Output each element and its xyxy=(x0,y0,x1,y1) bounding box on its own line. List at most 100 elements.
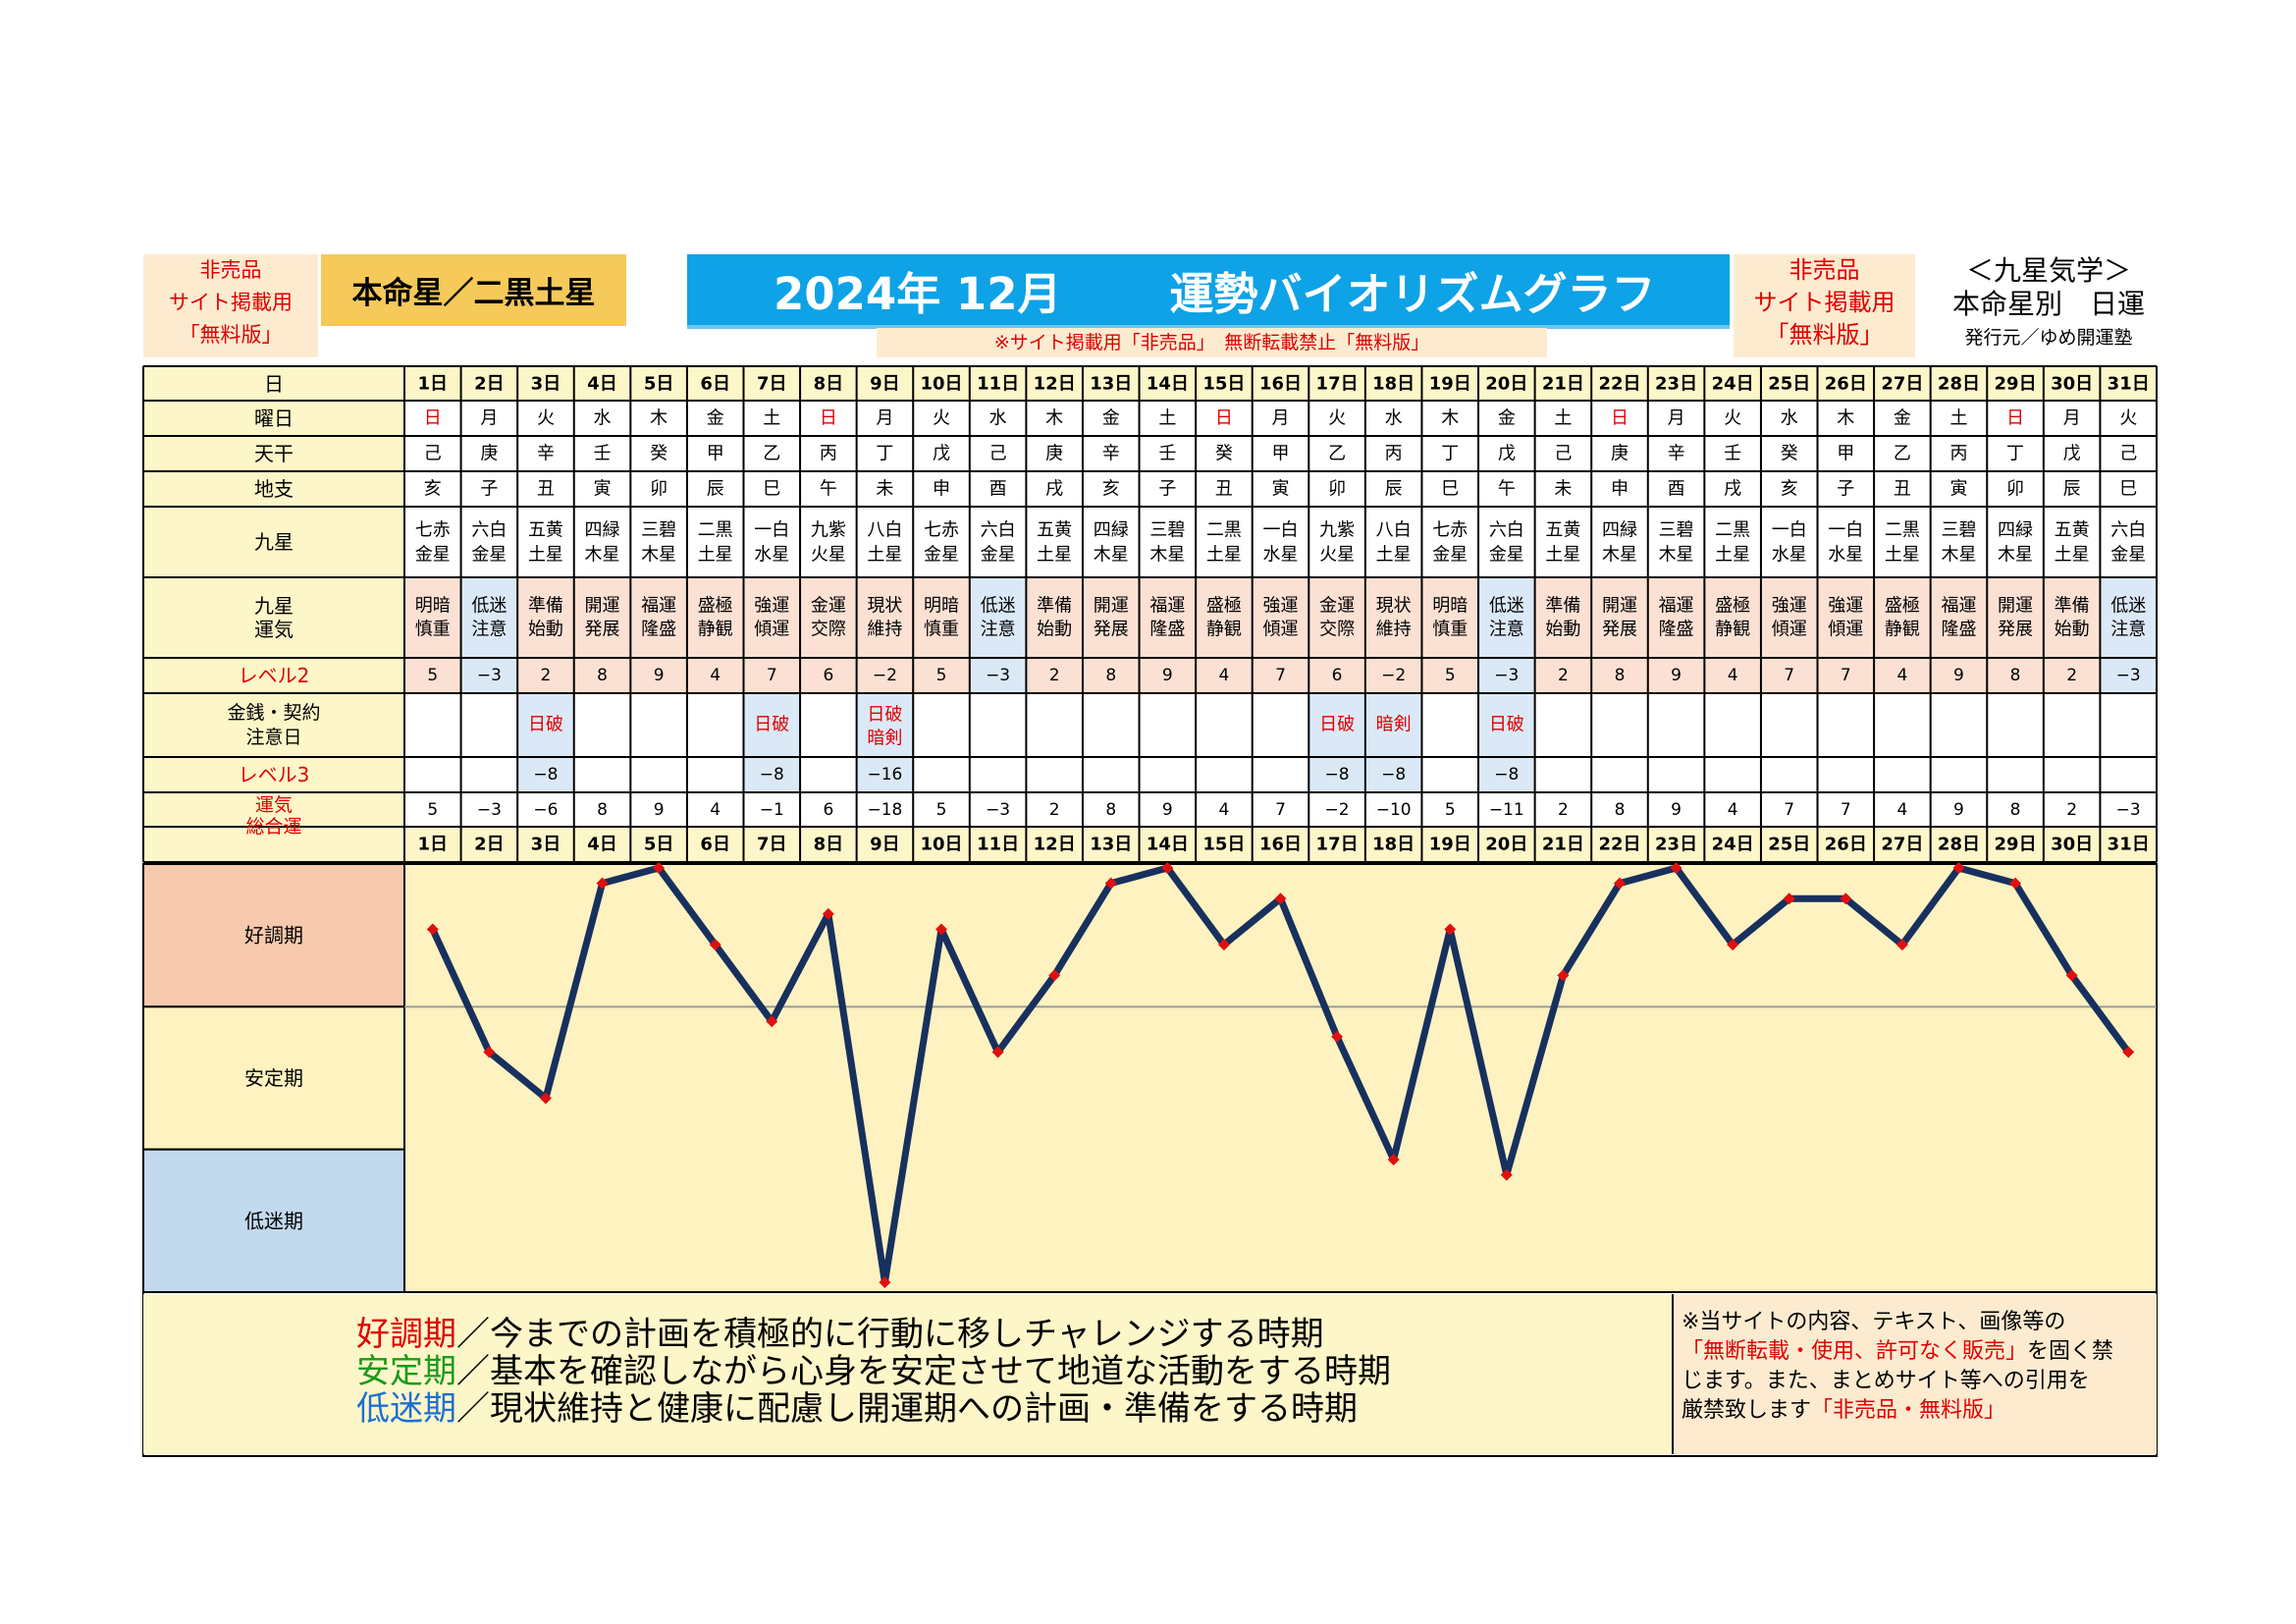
unki-cell-bg xyxy=(1704,577,1761,693)
data-point-8 xyxy=(822,907,834,920)
day-header: 2日 xyxy=(474,374,505,395)
data-point-7 xyxy=(766,1015,778,1028)
unki-cell: 明暗 xyxy=(1432,596,1468,617)
unki-cell: 明暗 xyxy=(415,596,451,617)
unki-cell-bg xyxy=(1987,577,2044,693)
level3-cell-bg xyxy=(856,757,914,792)
level3-cell-bg xyxy=(743,757,801,792)
sogo-cell: 8 xyxy=(1615,800,1626,820)
legend-low-text: ／現状維持と健康に配慮し開運期への計画・準備をする時期 xyxy=(456,1389,1358,1429)
kyusei-cell: 水星 xyxy=(754,545,789,566)
sogo-cell: 9 xyxy=(654,800,665,820)
day-header: 27日 xyxy=(1881,374,1923,395)
tenkan-cell: 己 xyxy=(1554,444,1572,464)
level2-cell: 7 xyxy=(767,666,777,685)
tenkan-cell: 乙 xyxy=(1894,444,1911,464)
day-header: 22日 xyxy=(1598,374,1640,395)
unki-cell: 静観 xyxy=(1715,620,1750,640)
tenkan-cell: 戊 xyxy=(2063,444,2081,464)
kyusei-cell: 土星 xyxy=(1037,545,1072,566)
unki-cell: 盛極 xyxy=(1715,596,1750,617)
day-footer: 14日 xyxy=(1147,835,1189,855)
data-point-14 xyxy=(1161,862,1174,874)
data-point-13 xyxy=(1104,877,1117,890)
level2-cell: −3 xyxy=(2116,666,2141,685)
kyusei-cell: 二黒 xyxy=(1885,520,1920,541)
row-label-chishi: 地支 xyxy=(254,477,294,501)
day-footer: 22日 xyxy=(1598,835,1640,855)
level2-cell: 5 xyxy=(1445,666,1456,685)
weekday-cell: 土 xyxy=(763,408,780,429)
day-footer: 27日 xyxy=(1881,835,1923,855)
weekday-cell: 火 xyxy=(1724,408,1741,429)
day-header: 11日 xyxy=(977,374,1019,395)
notice-line: ※当サイトの内容、テキスト、画像等の xyxy=(1682,1310,2066,1334)
header-caption: ＜九星気学＞ 本命星別 日運 発行元／ゆめ開運塾 xyxy=(1916,254,2181,354)
kyusei-cell: 三碧 xyxy=(641,520,676,541)
weekday-cell: 日 xyxy=(820,408,837,429)
chishi-cell: 卯 xyxy=(1328,479,1346,500)
sogo-cell: 4 xyxy=(1728,800,1738,820)
sogo-cell: −1 xyxy=(760,800,784,820)
level2-cell: −3 xyxy=(1494,666,1519,685)
data-point-6 xyxy=(709,939,721,951)
unki-cell: 注意 xyxy=(981,620,1016,640)
row-label-cell xyxy=(143,693,404,757)
day-header: 8日 xyxy=(814,374,844,395)
kinsen-cell: 暗剣 xyxy=(867,729,902,749)
day-header: 25日 xyxy=(1768,374,1810,395)
weekday-cell: 土 xyxy=(1949,408,1967,429)
kyusei-cell: 六白 xyxy=(981,520,1016,541)
data-point-25 xyxy=(1783,893,1795,905)
sogo-cell: 7 xyxy=(1275,800,1286,820)
level2-cell: 2 xyxy=(1558,666,1569,685)
row-label-cell xyxy=(143,436,404,471)
kyusei-cell: 木星 xyxy=(1094,545,1129,566)
sogo-cell: 9 xyxy=(1671,800,1682,820)
sogo-cell: 4 xyxy=(1896,800,1907,820)
day-footer: 20日 xyxy=(1485,835,1527,855)
kyusei-cell: 五黄 xyxy=(528,520,563,541)
day-header: 20日 xyxy=(1485,374,1527,395)
data-point-26 xyxy=(1840,893,1852,905)
weekday-cell: 日 xyxy=(424,408,442,429)
unki-cell: 注意 xyxy=(471,620,507,640)
tenkan-cell: 壬 xyxy=(594,444,612,464)
weekday-cell: 日 xyxy=(1215,408,1233,429)
day-footer: 29日 xyxy=(1995,835,2037,855)
data-point-11 xyxy=(991,1046,1004,1058)
weekday-cell: 月 xyxy=(876,408,893,429)
unki-cell: 注意 xyxy=(2110,620,2146,640)
unki-cell: 静観 xyxy=(1206,620,1242,640)
unki-cell: 開運 xyxy=(1602,596,1637,617)
unki-cell: 隆盛 xyxy=(641,620,676,640)
day-footer: 4日 xyxy=(587,835,617,855)
unki-cell: 注意 xyxy=(1489,620,1524,640)
day-header: 21日 xyxy=(1542,374,1584,395)
chishi-cell: 亥 xyxy=(1102,479,1120,500)
day-header: 23日 xyxy=(1655,374,1697,395)
level3-cell: −8 xyxy=(760,765,784,785)
legend-good-text: ／今までの計画を積極的に行動に移しチャレンジする時期 xyxy=(456,1315,1324,1354)
tenkan-cell: 丁 xyxy=(2006,444,2024,464)
tenkan-cell: 癸 xyxy=(1215,444,1233,464)
day-header: 16日 xyxy=(1259,374,1302,395)
day-footer: 6日 xyxy=(700,835,730,855)
unki-cell-bg xyxy=(1930,577,1988,693)
row-label-unki: 運気 xyxy=(254,618,294,641)
weekday-cell: 木 xyxy=(1045,408,1063,429)
kyusei-cell: 五黄 xyxy=(1037,520,1072,541)
unki-cell-bg xyxy=(1252,577,1309,693)
day-footer: 1日 xyxy=(418,835,449,855)
kinsen-cell: 暗剣 xyxy=(1376,715,1412,735)
day-footer: 24日 xyxy=(1712,835,1754,855)
level2-cell: 7 xyxy=(1841,666,1851,685)
unki-cell-bg xyxy=(460,577,518,693)
day-header: 29日 xyxy=(1995,374,2037,395)
day-footer: 9日 xyxy=(870,835,900,855)
header-right-line: 「無料版」 xyxy=(1765,321,1884,349)
weekday-cell: 金 xyxy=(1894,408,1911,429)
chishi-cell: 未 xyxy=(876,479,893,500)
kyusei-cell: 土星 xyxy=(1545,545,1580,566)
sogo-cell: 8 xyxy=(597,800,608,820)
